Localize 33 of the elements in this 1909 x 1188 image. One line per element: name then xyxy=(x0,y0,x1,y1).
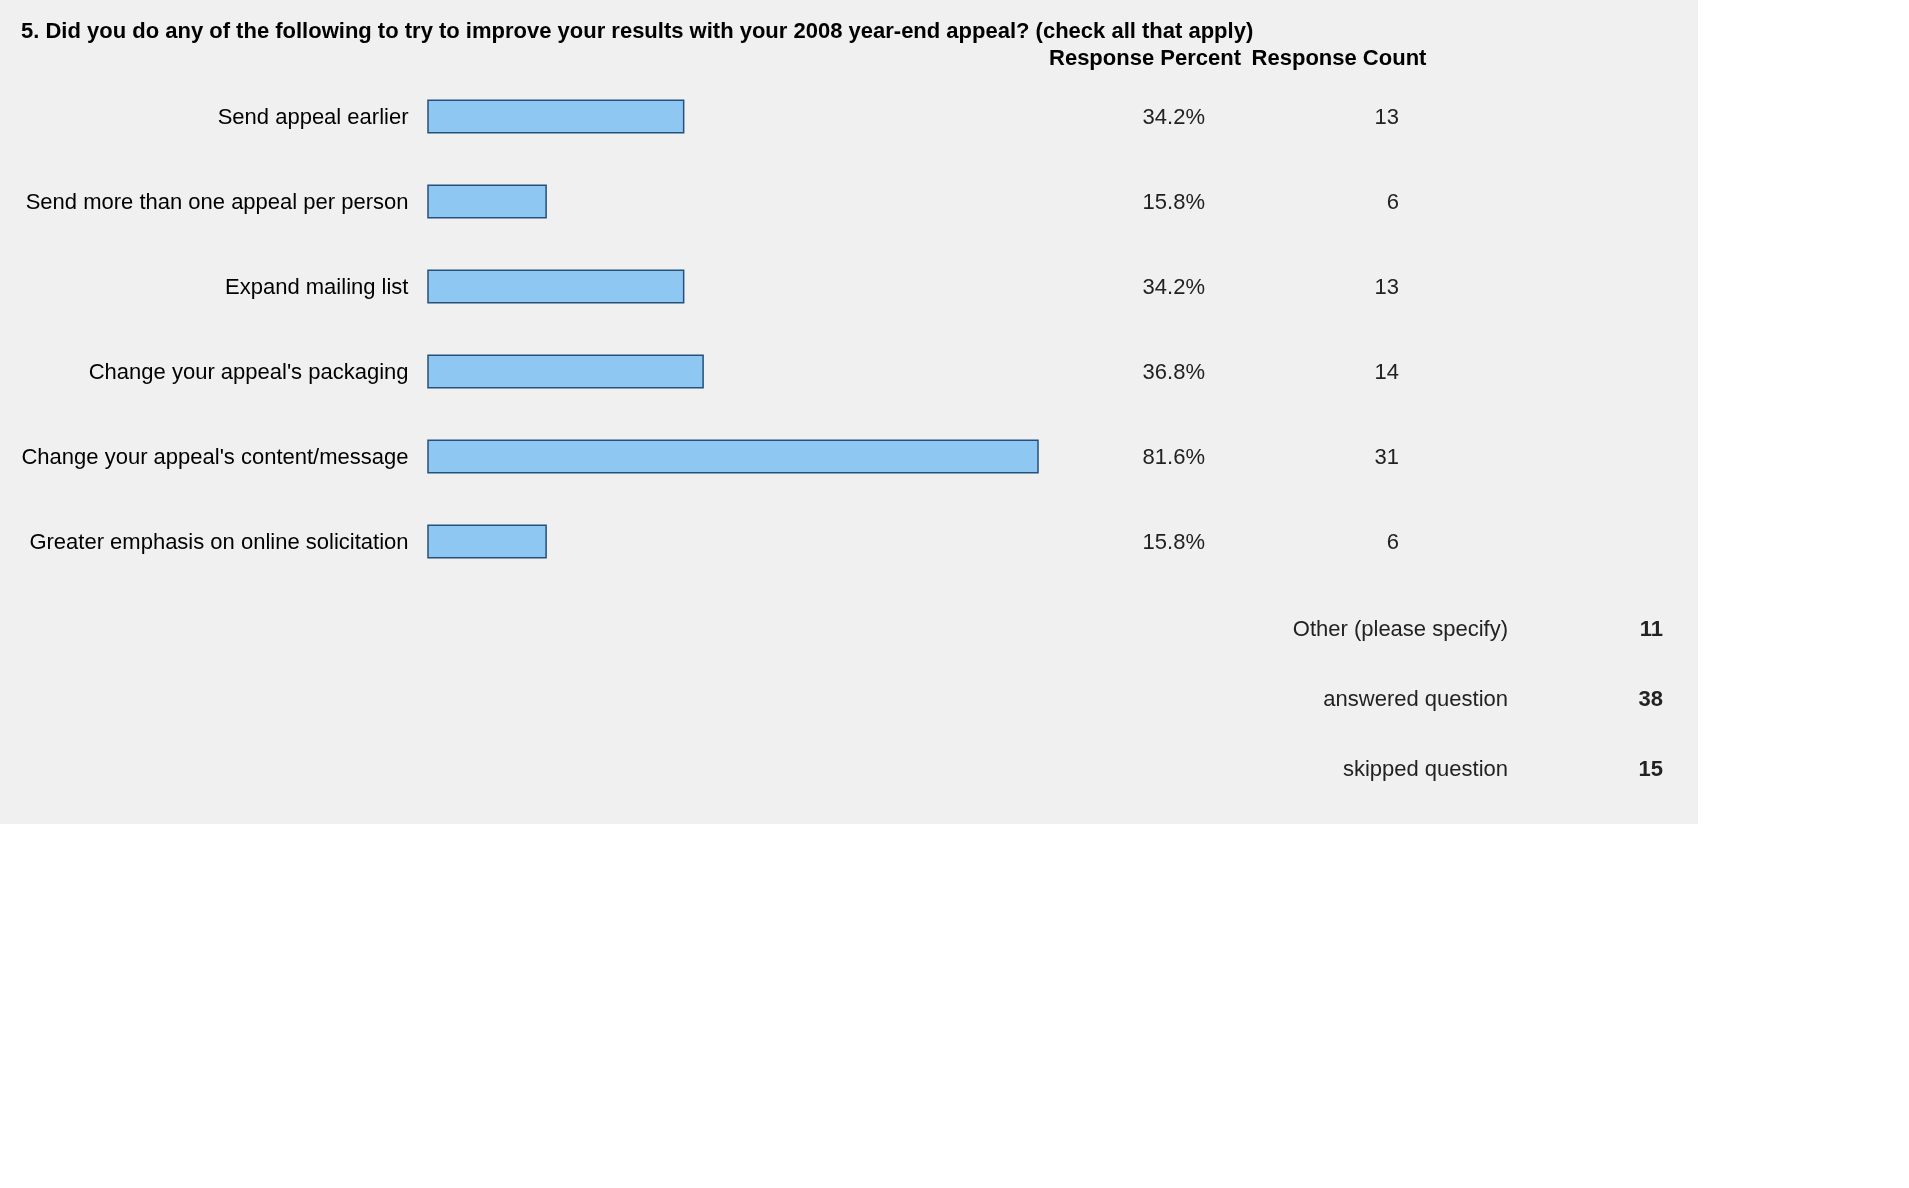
text: 6 xyxy=(1386,188,1399,214)
bar xyxy=(427,524,547,559)
data-label: 36.8% xyxy=(1142,358,1205,384)
text: 13 xyxy=(1374,273,1399,299)
bar xyxy=(427,99,685,134)
data-label: 34.2% xyxy=(1142,103,1205,129)
chart-title: 5. Did you do any of the following to try to improve your results with your 2008 year-end appeal? (check all that apply) xyxy=(20,18,1254,43)
text: Response Count xyxy=(1251,45,1428,70)
bar xyxy=(427,269,685,304)
data-label: 15.8% xyxy=(1142,188,1205,214)
text: skipped question xyxy=(1342,756,1508,781)
y-tick-label: Expand mailing list xyxy=(225,273,409,299)
text: 38 xyxy=(1638,686,1663,711)
text: 31 xyxy=(1374,443,1399,469)
text: 14 xyxy=(1374,358,1399,384)
y-tick-label: Change your appeal's packaging xyxy=(88,358,409,384)
text: 15 xyxy=(1638,756,1663,781)
data-label: 81.6% xyxy=(1142,443,1205,469)
y-tick-label: Greater emphasis on online solicitation xyxy=(29,528,409,554)
bar xyxy=(427,439,1039,474)
y-tick-label: Change your appeal's content/message xyxy=(21,443,409,469)
text: answered question xyxy=(1323,686,1508,711)
text: 6 xyxy=(1386,528,1399,554)
y-tick-label: Send more than one appeal per person xyxy=(25,188,409,214)
data-label: 34.2% xyxy=(1142,273,1205,299)
bar xyxy=(427,354,704,389)
bar xyxy=(427,184,547,219)
text: 13 xyxy=(1374,103,1399,129)
text: Other (please specify) xyxy=(1292,616,1508,641)
data-label: 15.8% xyxy=(1142,528,1205,554)
text: Response Percent xyxy=(1049,45,1242,70)
y-tick-label: Send appeal earlier xyxy=(217,103,409,129)
text: 11 xyxy=(1639,616,1663,641)
